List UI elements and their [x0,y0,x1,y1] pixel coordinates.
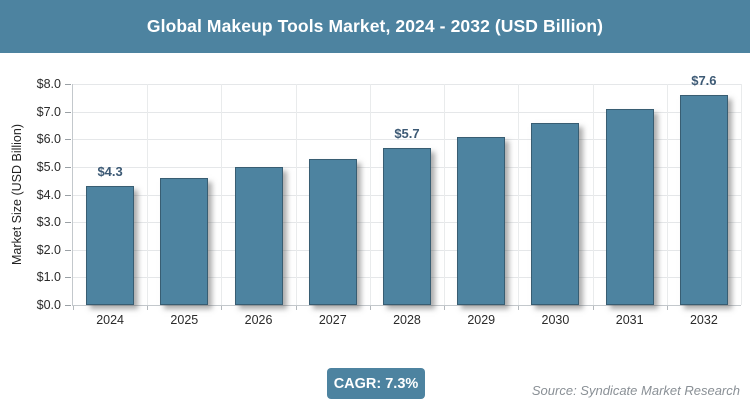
y-tick-label: $4.0 [36,187,61,202]
y-tick-label: $8.0 [36,77,61,91]
x-tick-label-2027: 2027 [318,313,347,327]
x-tick-label-2030: 2030 [541,313,570,327]
y-tick-mark [65,249,71,251]
x-tick-label-2031: 2031 [615,313,644,327]
y-tick-mark [65,222,71,224]
bar-2026 [234,166,283,305]
horizontal-gridline [73,111,741,113]
bar-2032 [679,95,728,305]
y-tick-mark [65,84,71,85]
x-tick-label-2025: 2025 [170,313,199,327]
x-tick-mark [73,306,74,310]
y-tick-mark [65,166,71,168]
bar-2031 [605,108,654,305]
y-tick-mark [65,111,71,113]
x-tick-label-2024: 2024 [96,313,125,327]
x-tick-mark [295,306,297,310]
vertical-gridline [741,84,742,305]
horizontal-gridline [73,139,741,141]
plot-area: $0.0 $1.0 $2.0 $3.0 $4.0 $5.0 $6.0 $7.0 $8.0 $4.3… [37,73,742,327]
y-tick-mark [65,305,71,306]
y-tick-label: $2.0 [36,242,61,257]
source-attribution: Source: Syndicate Market Research [531,383,740,398]
bar-2028 [383,147,431,305]
y-tick-mark [65,194,71,196]
cagr-label: CAGR: 7.3% [333,375,419,392]
vertical-gridline [221,84,223,305]
y-tick-mark [65,139,71,141]
y-tick-label: $5.0 [36,159,61,174]
x-tick-mark [666,306,668,310]
x-tick-mark [518,306,520,310]
vertical-gridline [592,84,594,305]
bar-value-label-2024: $4.3 [97,164,123,180]
vertical-gridline [666,84,668,305]
y-tick-label: $3.0 [36,215,61,230]
vertical-gridline [295,84,297,305]
y-tick-mark [65,277,71,279]
bar-value-label-2028: $5.7 [394,125,420,141]
x-tick-mark [592,306,594,310]
x-tick-mark [444,306,446,310]
horizontal-gridline [73,84,741,85]
y-tick-label: $0.0 [36,298,61,312]
chart-title-bar: Global Makeup Tools Market, 2024 - 2032 … [0,0,750,53]
x-tick-label-2028: 2028 [393,313,421,327]
x-tick-mark [221,306,223,310]
vertical-gridline [518,84,520,305]
x-tick-label-2026: 2026 [244,313,273,327]
y-tick-label: $7.0 [36,104,61,119]
bar-2024 [86,186,135,305]
bar-2027 [308,158,357,305]
x-tick-label-2032: 2032 [689,313,718,327]
x-tick-mark [147,306,149,310]
bar-2030 [531,122,580,305]
bar-value-label-2032: $7.6 [691,73,717,89]
vertical-gridline [369,84,371,305]
y-tick-label: $1.0 [36,270,61,285]
vertical-gridline [444,84,446,305]
bar-2029 [457,136,506,305]
cagr-badge: CAGR: 7.3% [327,368,425,399]
bar-2025 [160,177,209,305]
x-tick-label-2029: 2029 [467,313,496,327]
x-tick-mark [369,306,371,310]
vertical-gridline [147,84,149,305]
chart-title: Global Makeup Tools Market, 2024 - 2032 … [146,16,604,36]
y-tick-label: $6.0 [36,132,61,147]
